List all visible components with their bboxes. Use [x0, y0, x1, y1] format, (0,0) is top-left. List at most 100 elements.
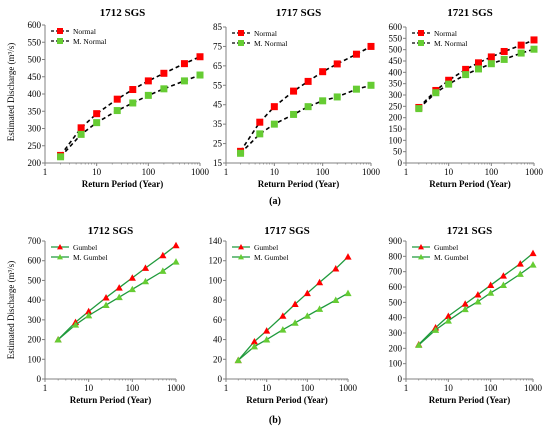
y-tick-label: 300 — [28, 124, 42, 134]
data-point — [196, 71, 204, 79]
data-point — [256, 118, 264, 126]
y-tick-label: 20 — [213, 354, 223, 364]
data-point — [270, 103, 278, 111]
legend-marker — [57, 38, 63, 44]
data-point — [129, 86, 137, 94]
x-tick-label: 1000 — [362, 167, 381, 177]
y-tick-label: 25 — [213, 139, 223, 149]
legend-marker — [238, 254, 244, 260]
data-point — [102, 293, 110, 301]
data-point — [263, 335, 271, 343]
x-tick-label: 100 — [484, 383, 498, 393]
y-tick-label: 120 — [209, 256, 223, 266]
x-tick-label: 100 — [485, 167, 499, 177]
y-tick-label: 15 — [213, 158, 223, 168]
y-tick-label: 550 — [28, 37, 42, 47]
data-point — [172, 258, 180, 265]
legend-marker — [238, 40, 244, 46]
x-axis-label: Return Period (Year) — [258, 179, 339, 189]
series-line-2 — [418, 48, 535, 110]
y-tick-label: 60 — [213, 315, 223, 325]
legend-label: M. Normal — [254, 39, 287, 48]
ylabel-row-b: Estimated Discharge (m³/s) — [6, 261, 16, 360]
legend-marker — [418, 254, 424, 260]
legend-label: M. Gumbel — [434, 253, 469, 262]
data-point — [180, 60, 188, 68]
y-tick-label: 35 — [213, 119, 223, 129]
y-tick-label: 600 — [28, 20, 42, 30]
data-point — [180, 77, 188, 85]
data-point — [432, 89, 440, 97]
legend-marker — [238, 30, 244, 36]
y-tick-label: 75 — [213, 41, 223, 51]
x-tick-label: 10 — [262, 383, 272, 393]
x-tick-label: 100 — [126, 383, 140, 393]
panel-label-a: (a) — [269, 196, 281, 207]
data-point — [344, 253, 352, 260]
y-tick-label: 500 — [389, 45, 403, 55]
data-point — [263, 327, 271, 334]
y-tick-label: 400 — [389, 313, 403, 323]
chart-6: 1721 SGS 0 100 200 300 400 500 600 700 800 900 1 10 1… — [389, 225, 543, 405]
y-tick-label: 600 — [28, 256, 42, 266]
data-point — [144, 77, 152, 85]
x-tick-label: 100 — [301, 383, 315, 393]
data-point — [415, 105, 423, 113]
y-tick-label: 0 — [37, 374, 42, 384]
data-point — [279, 312, 287, 319]
data-point — [344, 289, 352, 297]
y-tick-label: 300 — [389, 328, 403, 338]
x-tick-label: 10 — [84, 383, 94, 393]
y-tick-label: 250 — [28, 141, 42, 151]
data-point — [517, 49, 525, 57]
data-point — [303, 289, 311, 297]
data-point — [474, 65, 482, 73]
y-tick-label: 500 — [389, 297, 403, 307]
x-axis-label: Return Period (Year) — [429, 179, 510, 189]
y-tick-label: 250 — [389, 101, 403, 111]
series-line-2 — [57, 261, 177, 341]
data-point — [500, 55, 508, 63]
data-point — [304, 77, 312, 85]
data-point — [487, 281, 495, 289]
x-tick-label: 10 — [92, 167, 102, 177]
data-point — [319, 97, 327, 105]
data-point — [367, 81, 375, 89]
y-tick-label: 300 — [389, 90, 403, 100]
y-tick-label: 350 — [28, 106, 42, 116]
data-point — [304, 103, 312, 111]
y-tick-label: 450 — [389, 56, 403, 66]
y-tick-label: 500 — [28, 55, 42, 65]
data-point — [71, 321, 80, 328]
data-point — [352, 85, 360, 93]
x-axis-label: Return Period (Year) — [246, 395, 327, 405]
data-point — [530, 36, 538, 44]
chart-title: 1712 SGS — [88, 225, 134, 237]
y-tick-label: 40 — [213, 335, 223, 345]
chart-title: 1721 SGS — [447, 225, 493, 237]
data-point — [160, 69, 168, 77]
data-point — [54, 335, 62, 343]
series-line-2 — [239, 84, 372, 154]
y-tick-label: 300 — [28, 315, 42, 325]
y-tick-label: 55 — [213, 80, 223, 90]
data-point — [85, 311, 93, 319]
y-tick-label: 400 — [389, 67, 403, 77]
data-point — [474, 297, 482, 305]
y-tick-label: 80 — [213, 295, 223, 305]
chart-5: 1717 SGS 0 20 40 60 80 100 120 140 1 10 100 1000 Retu… — [209, 225, 358, 405]
data-point — [93, 119, 101, 127]
y-tick-label: 450 — [28, 72, 42, 82]
data-point — [159, 251, 167, 259]
data-point — [196, 53, 204, 61]
data-point — [159, 267, 167, 274]
x-tick-label: 10 — [270, 167, 280, 177]
x-axis-label: Return Period (Year) — [82, 179, 163, 189]
x-tick-label: 1 — [224, 167, 229, 177]
chart-title: 1712 SGS — [100, 7, 146, 19]
legend-marker — [57, 28, 63, 34]
ylabel-row-a: Estimated Discharge (m³/s) — [6, 43, 16, 142]
data-point — [77, 124, 85, 132]
y-tick-label: 900 — [389, 236, 403, 246]
